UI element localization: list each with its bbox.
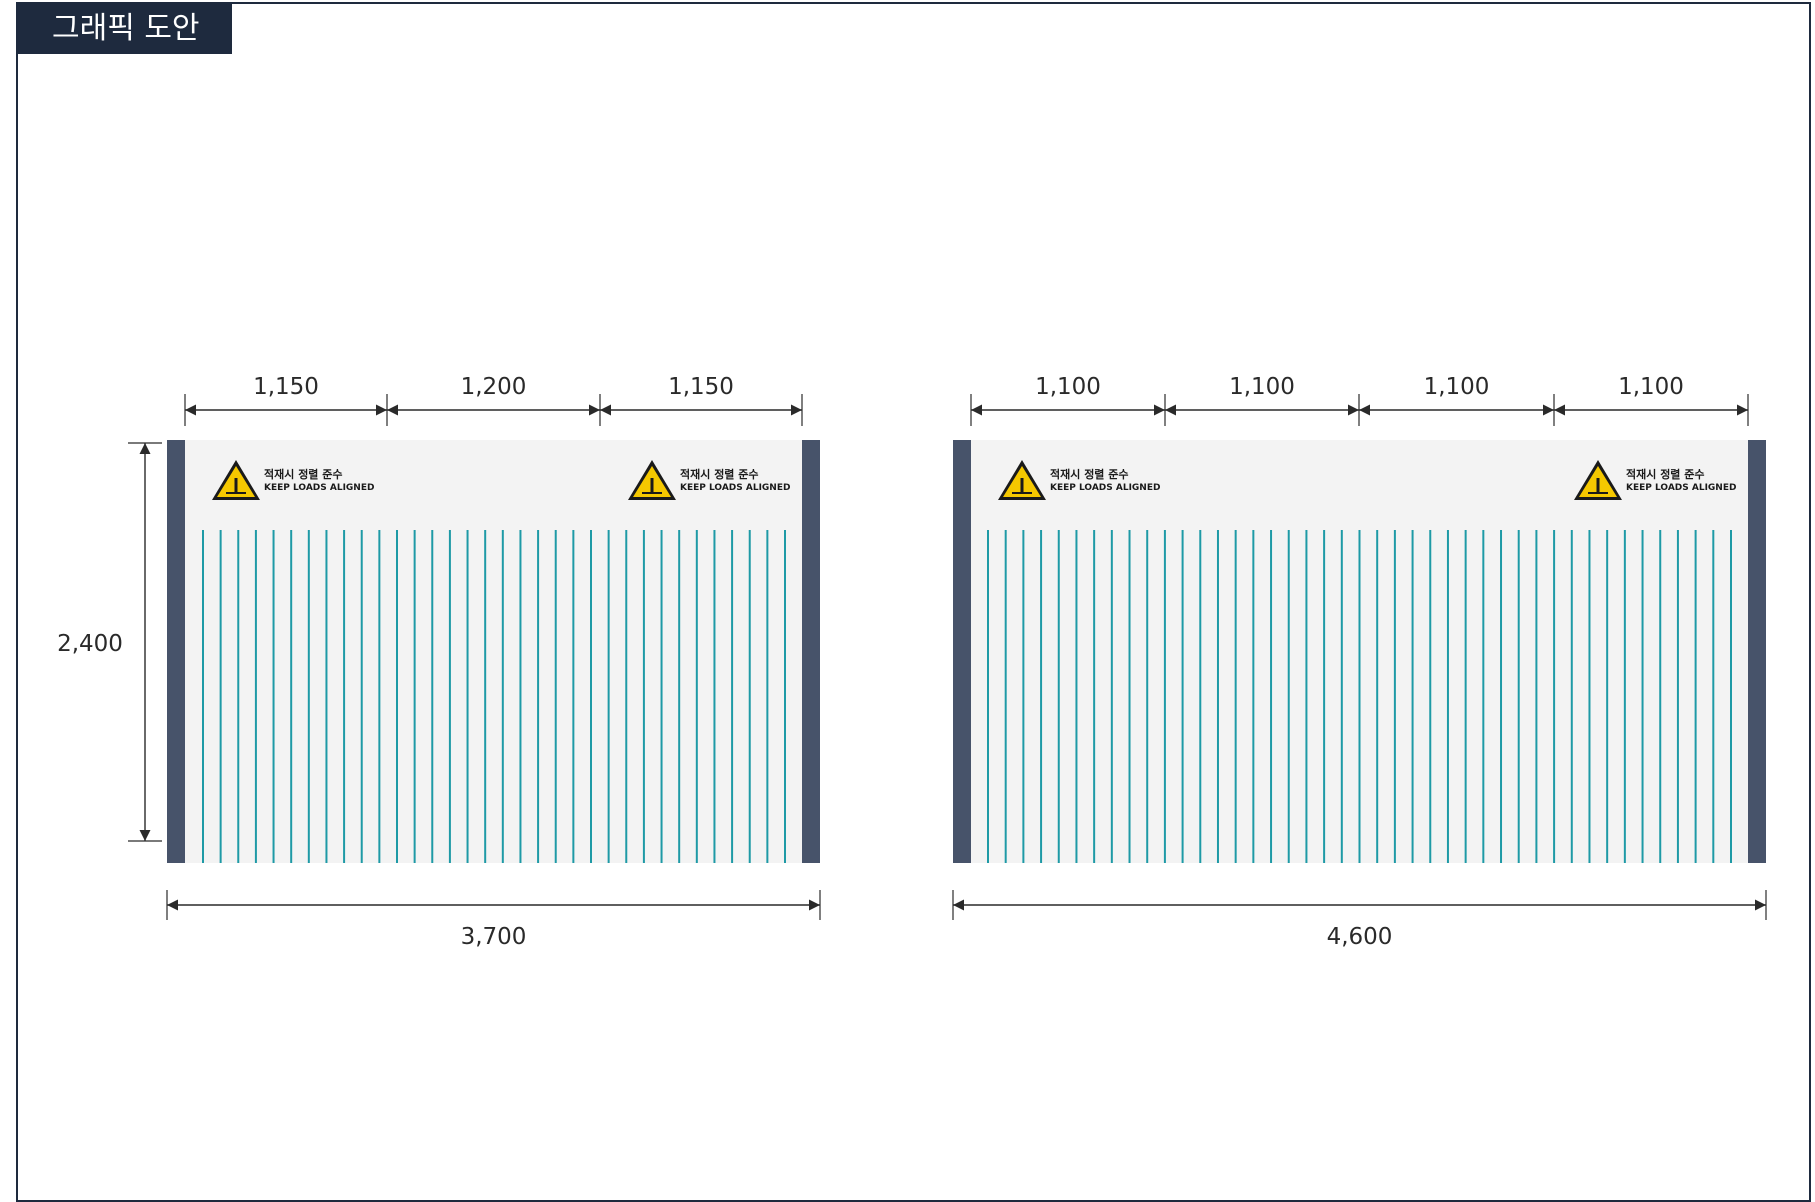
left-post: [953, 440, 971, 863]
sign-text-ko: 적재시 정렬 준수: [1626, 467, 1705, 481]
warning-glyph: [650, 478, 654, 492]
warning-sign-right: 적재시 정렬 준수 KEEP LOADS ALIGNED: [628, 460, 790, 500]
warning-glyph: [1596, 478, 1600, 492]
sign-text-en: KEEP LOADS ALIGNED: [680, 483, 790, 493]
segment-dimension-label: 1,100: [1424, 374, 1490, 400]
warning-sign-right: 적재시 정렬 준수 KEEP LOADS ALIGNED: [1574, 460, 1736, 500]
right-panel-drawing: 적재시 정렬 준수 KEEP LOADS ALIGNED 적재시 정렬 준수 KEEP…: [952, 374, 1767, 950]
sign-text-ko: 적재시 정렬 준수: [680, 467, 759, 481]
segment-dimension-label: 1,150: [253, 374, 319, 400]
warning-sign-left: 적재시 정렬 준수 KEEP LOADS ALIGNED: [998, 460, 1160, 500]
total-width-label: 3,700: [461, 924, 527, 950]
warning-glyph: [1020, 478, 1024, 492]
sign-text-ko: 적재시 정렬 준수: [1050, 467, 1129, 481]
sign-text-en: KEEP LOADS ALIGNED: [264, 483, 374, 493]
segment-dimension-label: 1,100: [1229, 374, 1295, 400]
right-post: [1748, 440, 1766, 863]
total-width-label: 4,600: [1327, 924, 1393, 950]
warning-glyph-base: [1588, 492, 1608, 494]
sign-text-ko: 적재시 정렬 준수: [264, 467, 343, 481]
warning-glyph-base: [642, 492, 662, 494]
sign-text-en: KEEP LOADS ALIGNED: [1626, 483, 1736, 493]
right-post: [802, 440, 820, 863]
warning-sign-left: 적재시 정렬 준수 KEEP LOADS ALIGNED: [212, 460, 374, 500]
segment-dimension-label: 1,200: [461, 374, 527, 400]
warning-glyph-base: [1012, 492, 1032, 494]
left-post: [167, 440, 185, 863]
left-panel-drawing: 적재시 정렬 준수 KEEP LOADS ALIGNED 적재시 정렬 준수 KEEP…: [57, 374, 821, 950]
panel-background: [167, 440, 820, 863]
graphic-drawing: 적재시 정렬 준수 KEEP LOADS ALIGNED 적재시 정렬 준수 KEEP…: [57, 374, 1767, 950]
page-title: 그래픽 도안: [16, 4, 232, 54]
sign-text-en: KEEP LOADS ALIGNED: [1050, 483, 1160, 493]
height-dimension-label: 2,400: [57, 631, 123, 657]
warning-glyph: [234, 478, 238, 492]
warning-glyph-base: [226, 492, 246, 494]
segment-dimension-label: 1,100: [1618, 374, 1684, 400]
segment-dimension-label: 1,100: [1035, 374, 1101, 400]
segment-dimension-label: 1,150: [668, 374, 734, 400]
